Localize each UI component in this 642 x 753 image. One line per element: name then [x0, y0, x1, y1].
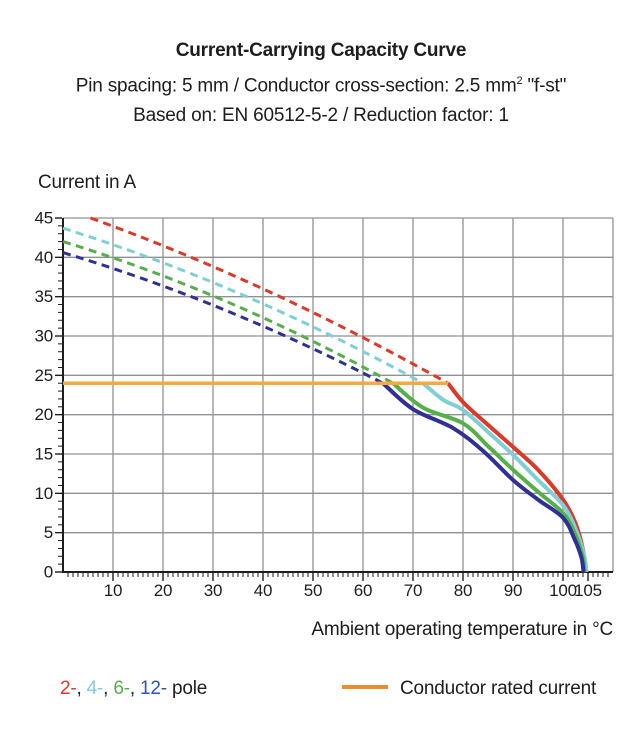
- curve-12-pole-dashed: [62, 251, 384, 385]
- pole-legend: 2-, 4-, 6-, 12- pole: [60, 678, 207, 700]
- y-tick-label-15: 15: [34, 445, 53, 464]
- pole-legend-separator: ,: [103, 678, 114, 699]
- curve-6-pole-solid: [391, 381, 587, 573]
- x-tick-label-20: 20: [154, 581, 173, 600]
- subtitle-suffix: "f-st": [522, 75, 567, 97]
- curve-2-pole-solid: [446, 381, 588, 573]
- x-tick-label-80: 80: [454, 581, 473, 600]
- axis-ticks: [55, 217, 609, 581]
- curve-6-pole-dashed: [62, 240, 394, 385]
- y-tick-label-25: 25: [34, 366, 53, 385]
- x-tick-label-70: 70: [404, 581, 423, 600]
- pole-legend-suffix: pole: [166, 678, 208, 699]
- y-tick-label-30: 30: [34, 327, 53, 346]
- x-tick-label-60: 60: [354, 581, 373, 600]
- subtitle-prefix: Pin spacing: 5 mm / Conductor cross-sect…: [75, 75, 517, 97]
- chart-header: Current-Carrying Capacity Curve Pin spac…: [0, 36, 642, 131]
- x-tick-label-90: 90: [504, 581, 523, 600]
- x-tick-label-100: 100: [549, 581, 577, 600]
- x-tick-label-10: 10: [104, 581, 123, 600]
- x-tick-label-105: 105: [574, 581, 602, 600]
- y-tick-label-20: 20: [34, 405, 53, 424]
- chart-subtitle: Pin spacing: 5 mm / Conductor cross-sect…: [0, 66, 642, 101]
- curve-6-pole: [62, 240, 587, 573]
- y-tick-label-0: 0: [44, 563, 53, 582]
- curve-4-pole-solid: [421, 381, 589, 573]
- curve-4-pole-dashed: [62, 226, 424, 385]
- rated-current-line-swatch: [342, 685, 388, 690]
- pole-legend-item-4: 4-: [86, 678, 104, 699]
- pole-legend-item-6: 6-: [113, 678, 130, 699]
- pole-legend-separator: ,: [76, 678, 87, 699]
- rated-current-label: Conductor rated current: [400, 678, 597, 699]
- axes: [62, 218, 613, 573]
- y-tick-label-45: 45: [34, 209, 53, 228]
- grid-lines: [63, 217, 614, 572]
- pole-legend-item-2: 2-: [60, 678, 77, 699]
- chart-title: Current-Carrying Capacity Curve: [175, 40, 467, 61]
- curve-12-pole-solid: [381, 381, 586, 573]
- rated-current-legend: Conductor rated current: [342, 678, 596, 700]
- curve-12-pole: [62, 251, 586, 573]
- subtitle-superscript: 2: [516, 75, 523, 87]
- x-axis-title: Ambient operating temperature in °C: [311, 619, 613, 640]
- y-axis-title: Current in A: [38, 172, 136, 193]
- x-tick-label-50: 50: [304, 581, 323, 600]
- curve-2-pole-dashed: [89, 216, 449, 385]
- y-tick-label-35: 35: [34, 287, 53, 306]
- chart-subtitle-2: Based on: EN 60512-5-2 / Reduction facto…: [133, 105, 509, 127]
- y-tick-label-40: 40: [34, 248, 53, 267]
- y-tick-label-10: 10: [34, 484, 53, 503]
- curve-2-pole: [89, 216, 588, 573]
- pole-legend-separator: ,: [129, 678, 141, 699]
- x-tick-label-30: 30: [204, 581, 223, 600]
- y-tick-label-5: 5: [44, 523, 53, 542]
- x-tick-label-40: 40: [254, 581, 273, 600]
- pole-legend-item-12: 12-: [140, 678, 167, 699]
